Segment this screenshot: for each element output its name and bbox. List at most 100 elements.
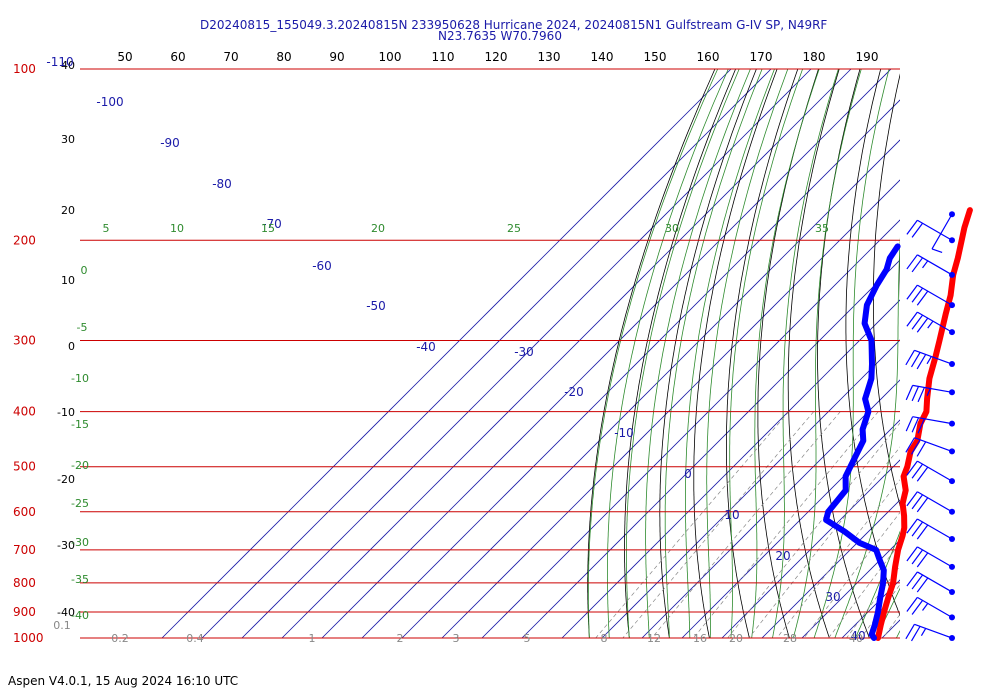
wind-barb xyxy=(906,311,955,336)
dry-adiabat-label: -30 xyxy=(57,539,75,552)
isotherm-label: -110 xyxy=(46,55,73,69)
wind-barb-flag xyxy=(917,387,925,403)
moist-adiabat-line xyxy=(813,69,890,638)
moist-adiabat-label: 5 xyxy=(103,222,110,235)
wind-barb xyxy=(931,211,955,253)
theta-label: 170 xyxy=(750,50,773,64)
wind-barbs xyxy=(905,211,955,642)
wind-barb xyxy=(906,460,955,485)
wind-barb-flag xyxy=(911,314,924,330)
moist-adiabat-label: -25 xyxy=(71,497,89,510)
wind-barb xyxy=(905,384,955,403)
moist-adiabat-line xyxy=(664,69,763,638)
isotherm-line xyxy=(761,499,900,638)
moist-adiabat-label: 35 xyxy=(815,222,829,235)
wind-barb-staff xyxy=(917,254,953,276)
title-line-1: D20240815_155049.3.20240815N 233950628 H… xyxy=(200,18,828,32)
dry-adiabat-line xyxy=(873,73,900,507)
isobar-label: 800 xyxy=(13,576,36,590)
wind-barb-half-flag xyxy=(926,356,932,365)
wind-barb-staff xyxy=(914,623,953,639)
mixing-ratio-line xyxy=(803,511,900,638)
moist-adiabat-label: 25 xyxy=(507,222,521,235)
isotherm-label: 0 xyxy=(684,467,692,481)
theta-label: 50 xyxy=(117,50,132,64)
wind-barb-flag xyxy=(906,254,918,270)
isotherm-line xyxy=(321,69,892,638)
isotherm-line xyxy=(721,459,900,638)
mixing-ratio-label: 16 xyxy=(693,632,707,645)
mixing-ratio-line xyxy=(860,584,900,638)
isotherm-label: -80 xyxy=(212,177,232,191)
wind-barb-flag xyxy=(906,546,918,562)
dry-adiabat-label: -10 xyxy=(57,406,75,419)
dry-adiabat-line xyxy=(659,69,757,638)
wind-barb-flag xyxy=(911,494,924,510)
wind-barb-flag xyxy=(906,571,918,587)
dry-adiabat-label: 10 xyxy=(61,274,75,287)
wind-barb-flag xyxy=(906,518,918,534)
isotherm-label: -70 xyxy=(262,217,282,231)
wind-barb xyxy=(906,254,955,278)
moist-adiabat-line xyxy=(910,69,1000,650)
dry-adiabat-line xyxy=(757,69,819,638)
mixing-ratio-line xyxy=(693,411,879,638)
isotherm-line xyxy=(281,69,852,638)
wind-barb-flag xyxy=(910,439,921,455)
wind-barb-flag xyxy=(905,385,914,401)
dry-adiabat-line xyxy=(587,69,716,638)
dry-adiabat-line xyxy=(845,69,900,617)
mixing-ratio-label: 1 xyxy=(309,632,316,645)
mixing-ratio-line xyxy=(828,542,900,638)
theta-label: 140 xyxy=(591,50,614,64)
isotherm-label: -10 xyxy=(614,426,634,440)
wind-barb-flag xyxy=(911,521,924,537)
wind-barb-staff xyxy=(917,571,953,593)
isobar-label: 700 xyxy=(13,543,36,557)
moist-adiabat-label: 0 xyxy=(81,264,88,277)
moist-adiabat-label: -35 xyxy=(71,573,89,586)
isotherm-line xyxy=(841,579,900,638)
isotherm-label: -20 xyxy=(564,385,584,399)
wind-barb-flag xyxy=(905,416,914,432)
theta-label: 110 xyxy=(432,50,455,64)
wind-barb xyxy=(906,571,955,595)
wind-barb-staff xyxy=(917,219,953,241)
mixing-ratio-label: 2 xyxy=(397,632,404,645)
mixing-ratio-label: 12 xyxy=(647,632,661,645)
moist-adiabat-line xyxy=(772,69,839,638)
wind-barb-half-flag xyxy=(927,320,934,329)
moist-adiabat-line xyxy=(834,237,900,638)
dry-adiabat-label: 20 xyxy=(61,204,75,217)
grid-lines xyxy=(161,69,1000,662)
wind-barb-flag xyxy=(916,290,929,306)
moist-adiabat-label: 20 xyxy=(371,222,385,235)
dry-adiabat-line xyxy=(787,69,840,638)
moist-adiabat-line xyxy=(854,530,900,638)
dry-adiabat-line xyxy=(951,69,1000,650)
isotherm-label: 20 xyxy=(775,549,790,563)
dry-adiabat-label: 40 xyxy=(61,59,75,72)
wind-barb-staff xyxy=(931,213,953,250)
footer-version: Aspen V4.0.1, 15 Aug 2024 16:10 UTC xyxy=(8,674,239,688)
mixing-ratio-line xyxy=(651,411,841,638)
dry-adiabat-label: 0 xyxy=(68,340,75,353)
wind-barb-flag xyxy=(910,626,921,642)
isobar-label: 200 xyxy=(13,233,36,247)
isotherm-line xyxy=(361,99,900,638)
wind-barb xyxy=(905,416,955,434)
isotherm-line xyxy=(938,69,1000,662)
wind-barb-flag xyxy=(906,597,918,612)
isobar-label: 1000 xyxy=(13,631,44,645)
wind-barb-flag xyxy=(916,441,927,457)
isotherm-line xyxy=(881,619,900,638)
isobar-label: 100 xyxy=(13,62,36,76)
wind-barb-staff xyxy=(917,546,953,568)
wind-barb xyxy=(906,491,955,515)
mixing-ratio-line xyxy=(882,613,900,638)
theta-label: 160 xyxy=(697,50,720,64)
wind-barb-staff xyxy=(914,349,953,365)
isotherm-line xyxy=(641,379,900,638)
mixing-ratio-label: 8 xyxy=(601,632,608,645)
wind-barb xyxy=(906,284,955,309)
